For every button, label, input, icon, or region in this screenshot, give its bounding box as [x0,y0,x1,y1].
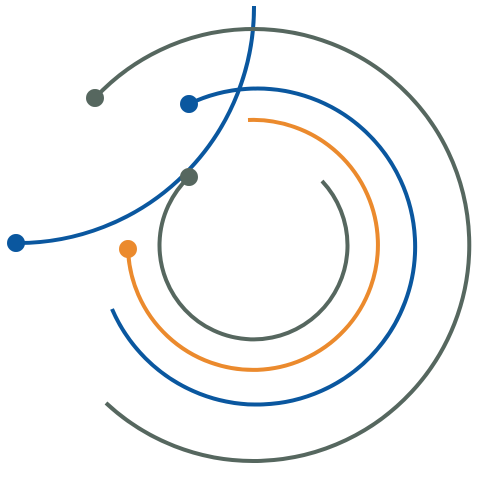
middle-blue-arc [110,86,418,407]
orange-arc [126,117,380,372]
outer-gray-arc [93,27,472,463]
inner-gray-arc-end-dot [180,168,198,186]
middle-blue-arc-end-dot [180,95,198,113]
outer-blue-arc-end-dot [7,234,25,252]
outer-gray-arc-end-dot [86,89,104,107]
outer-blue-arc [15,5,257,246]
inner-gray-arc [157,175,350,342]
orange-arc-end-dot [119,240,137,258]
